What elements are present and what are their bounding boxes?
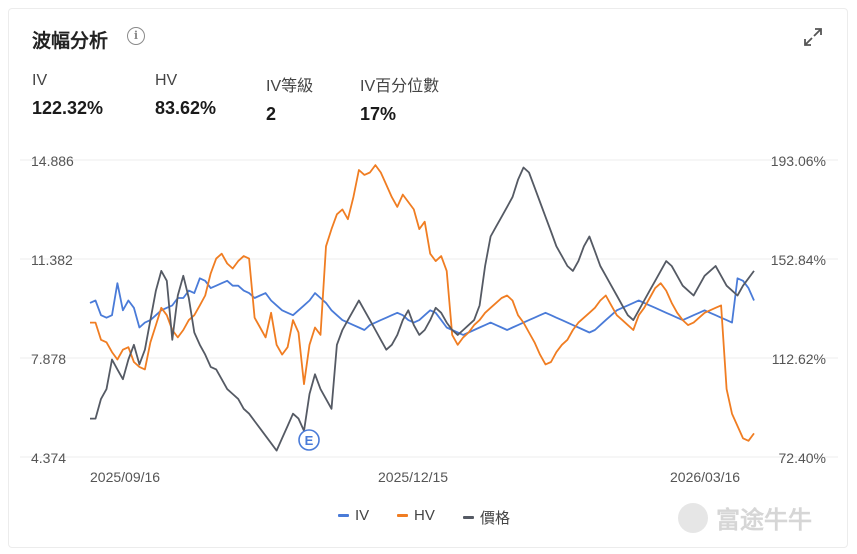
stat-value: 122.32%	[32, 98, 104, 118]
stat-iv-rank: IV等級 2	[266, 72, 313, 125]
expand-icon[interactable]	[802, 26, 824, 48]
stat-iv: IV 122.32%	[32, 72, 103, 119]
legend-label: 價格	[480, 510, 511, 527]
legend-label: IV	[355, 507, 370, 524]
stat-hv: HV 83.62%	[155, 72, 216, 119]
price-series-line	[90, 166, 755, 452]
legend-item-hv[interactable]: HV	[397, 507, 435, 524]
watermark-text: 富途牛牛	[716, 507, 812, 534]
stat-label: IV等級	[266, 78, 314, 95]
event-marker-circle	[298, 429, 320, 451]
futu-logo-icon	[678, 502, 708, 533]
left-axis-tick: 7.878	[31, 351, 66, 367]
legend-swatch-iv	[338, 514, 349, 517]
watermark: 富途牛牛	[678, 500, 812, 535]
page-title: 波幅分析	[32, 31, 109, 52]
legend-item-price[interactable]: 價格	[463, 507, 510, 528]
stat-label: IV	[32, 72, 48, 89]
legend-item-iv[interactable]: IV	[338, 507, 369, 524]
x-axis-tick: 2025/12/15	[378, 469, 448, 485]
right-axis-tick: 112.62%	[772, 351, 826, 367]
right-axis-tick: 152.84%	[771, 252, 826, 268]
earnings-event-marker[interactable]: E	[298, 429, 320, 451]
info-icon[interactable]: i	[127, 27, 145, 45]
right-axis-tick: 72.40%	[779, 450, 826, 466]
left-axis-tick: 14.886	[31, 153, 74, 169]
stat-value: 17%	[360, 104, 397, 124]
stat-label: IV百分位數	[360, 78, 440, 95]
volatility-card	[8, 8, 848, 548]
legend-label: HV	[414, 507, 435, 524]
stat-iv-percentile: IV百分位數 17%	[360, 72, 439, 125]
stat-label: HV	[155, 72, 178, 89]
x-axis-tick: 2025/09/16	[90, 469, 160, 485]
event-marker-label: E	[305, 433, 314, 448]
stat-value: 2	[266, 104, 277, 124]
legend-swatch-hv	[397, 514, 408, 517]
right-axis-tick: 193.06%	[771, 153, 826, 169]
x-axis-tick: 2026/03/16	[670, 469, 740, 485]
hv-series-line	[90, 164, 755, 442]
left-axis-tick: 4.374	[31, 450, 66, 466]
legend-swatch-price	[463, 516, 474, 519]
stat-value: 83.62%	[155, 98, 217, 118]
left-axis-tick: 11.382	[31, 252, 73, 268]
